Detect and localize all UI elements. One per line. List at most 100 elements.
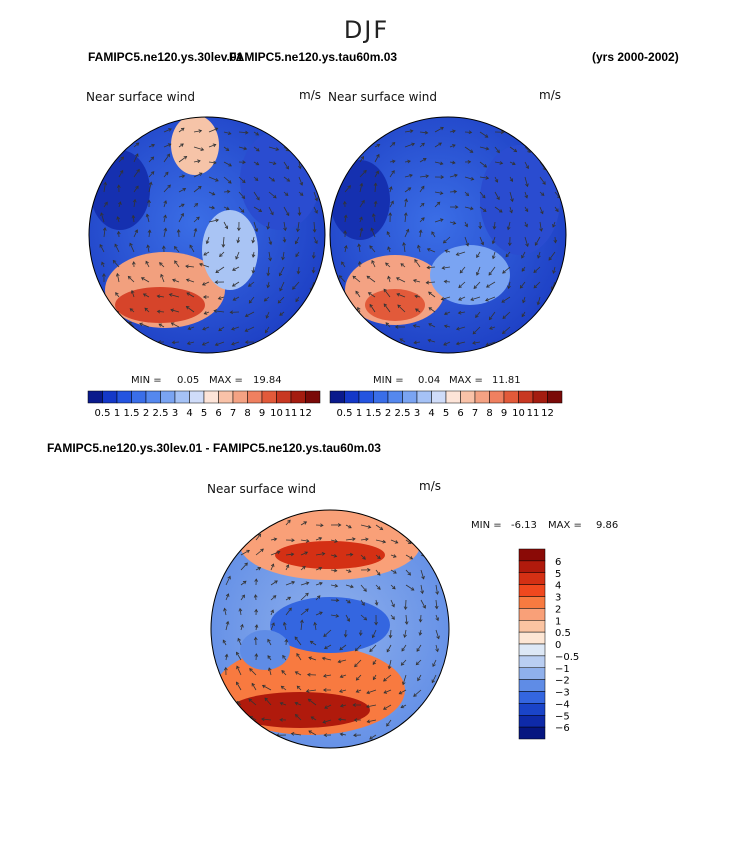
wind-vector (146, 214, 150, 223)
wind-vector-head (257, 533, 262, 538)
wind-vector-head (420, 590, 424, 595)
wind-vector-head (168, 293, 173, 297)
wind-vector-head (290, 552, 295, 557)
wind-vector (282, 251, 285, 260)
wind-vector-head (323, 733, 328, 737)
wind-vector-head (347, 185, 351, 189)
wind-vector (143, 293, 150, 298)
wind-vector-head (432, 663, 436, 668)
wind-vector (268, 667, 272, 676)
wind-vector-head (458, 297, 462, 301)
wind-vector (193, 186, 202, 193)
wind-vector-head (261, 684, 266, 689)
wind-vector-head (388, 634, 393, 639)
wind-vector (298, 176, 303, 186)
wind-vector-head (421, 217, 425, 221)
wind-vector-head (285, 165, 289, 170)
wind-vector-head (512, 161, 516, 166)
wind-vector-head (372, 676, 377, 681)
wind-vector (266, 311, 270, 319)
wind-vector (537, 296, 541, 305)
panel3-units: m/s (419, 479, 441, 493)
wind-vector-head (359, 182, 364, 187)
wind-vector (157, 295, 165, 298)
wind-vector-head (488, 271, 493, 276)
colorbar-tick-label: −6 (555, 723, 570, 734)
wind-vector-head (236, 227, 241, 232)
wind-vector (404, 629, 407, 638)
wind-vector (253, 146, 260, 152)
wind-vector-head (189, 244, 193, 249)
wind-vector-head (343, 634, 348, 638)
panel1-units: m/s (299, 88, 321, 102)
wind-vector-head (101, 261, 105, 266)
wind-vector (386, 719, 392, 727)
wind-vector-head (270, 211, 274, 216)
wind-vector-head (282, 239, 287, 243)
wind-vector-head (452, 129, 456, 134)
wind-vector (237, 701, 242, 706)
wind-vector-head (251, 270, 256, 274)
colorbar-swatch (87, 390, 103, 404)
wind-vector-head (251, 239, 256, 244)
wind-vector-head (135, 185, 139, 190)
wind-vector (435, 629, 440, 639)
wind-vector (313, 236, 318, 244)
wind-vector-head (496, 196, 500, 201)
wind-vector (204, 311, 210, 315)
wind-vector (311, 716, 317, 721)
wind-vector (458, 281, 466, 288)
wind-vector-head (439, 161, 444, 166)
wind-vector-head (355, 677, 360, 681)
wind-vector-head (540, 210, 544, 215)
wind-vector-head (485, 298, 489, 302)
wind-vector-head (224, 225, 229, 230)
wind-vector-head (187, 326, 192, 331)
wind-vector (202, 326, 210, 330)
wind-vector (116, 273, 120, 283)
wind-vector-head (403, 212, 408, 216)
wind-vector (404, 229, 409, 238)
wind-vector (300, 539, 309, 542)
wind-vector (475, 311, 481, 318)
wind-vector (374, 201, 377, 208)
colorbar-swatch (518, 560, 546, 573)
map1-pacific-band (171, 117, 219, 175)
colorbar-tick-label: −4 (555, 699, 570, 710)
wind-vector-head (116, 230, 121, 235)
wind-vector (509, 161, 516, 165)
wind-vector (185, 265, 195, 268)
wind-vector (548, 251, 556, 261)
wind-vector (404, 174, 413, 178)
wind-vector (297, 266, 300, 274)
wind-vector-head (236, 665, 240, 670)
wind-vector (231, 326, 240, 330)
wind-vector (103, 202, 108, 208)
wind-vector-head (421, 185, 425, 190)
wind-vector (501, 296, 511, 303)
wind-vector (426, 281, 436, 284)
wind-vector (404, 130, 413, 133)
wind-vector (383, 704, 392, 710)
wind-vector (280, 702, 287, 706)
wind-vector-head (215, 269, 220, 273)
colorbar-swatch (232, 390, 248, 404)
colorbar-swatch (547, 390, 563, 404)
wind-vector (157, 310, 165, 313)
wind-vector (218, 326, 225, 332)
wind-vector (434, 201, 441, 208)
wind-vector (270, 609, 274, 616)
wind-vector-head (228, 180, 232, 184)
wind-vector (464, 206, 474, 210)
wind-vector-head (217, 296, 222, 300)
wind-vector-head (305, 689, 310, 693)
wind-vector (386, 231, 391, 238)
wind-vector (133, 169, 140, 178)
wind-vector-head (452, 221, 457, 225)
wind-vector (267, 655, 272, 661)
wind-vector (279, 281, 285, 291)
wind-vector (148, 156, 154, 163)
colorbar-swatch (276, 390, 292, 404)
wind-vector (306, 689, 317, 692)
